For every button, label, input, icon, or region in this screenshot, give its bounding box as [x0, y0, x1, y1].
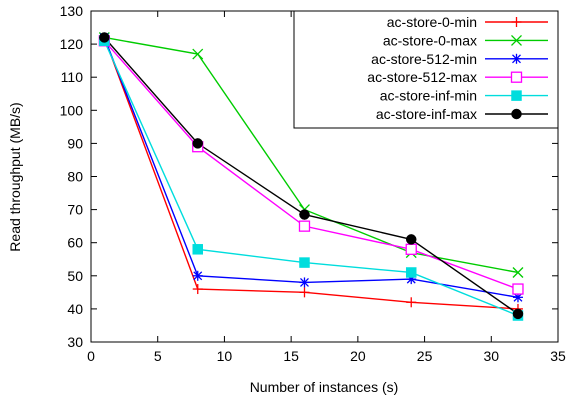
legend-label: ac-store-512-max	[367, 69, 477, 85]
legend-label: ac-store-0-min	[387, 14, 477, 30]
y-tick-label: 110	[61, 69, 84, 85]
y-tick-label: 130	[60, 3, 84, 19]
data-point-ac-store-inf-max	[512, 308, 524, 320]
x-tick-label: 30	[483, 348, 499, 364]
data-point-ac-store-0-min	[192, 284, 203, 295]
legend-marker	[511, 34, 522, 46]
y-tick-label: 100	[60, 102, 84, 118]
x-tick-label: 5	[154, 348, 162, 364]
y-tick-label: 120	[60, 36, 84, 52]
data-point-ac-store-inf-max	[99, 32, 110, 43]
legend-marker	[511, 90, 522, 101]
legend-entry: ac-store-inf-max	[376, 106, 548, 122]
x-tick-label: 20	[350, 348, 366, 364]
x-tick-label: 10	[217, 348, 233, 364]
data-point-ac-store-inf-min	[299, 257, 310, 268]
data-point-ac-store-inf-min	[405, 267, 417, 278]
data-point-ac-store-0-min	[406, 297, 417, 308]
axis-ticks: 0 5 10 15 20 25 30 35 30 40 50 60 70 80 90 100 110 120 130	[60, 3, 566, 364]
data-point-ac-store-inf-min	[192, 244, 203, 255]
y-tick-label: 60	[67, 235, 83, 251]
y-tick-label: 80	[67, 169, 83, 185]
legend-entry: ac-store-512-min	[371, 51, 548, 67]
y-axis-title: Read throughput (MB/s)	[7, 102, 23, 251]
legend-entry: ac-store-512-max	[367, 69, 548, 85]
data-point-ac-store-0-max	[512, 267, 524, 278]
y-tick-label: 40	[67, 301, 83, 317]
legend-marker	[511, 17, 522, 27]
legend-label: ac-store-inf-min	[380, 88, 477, 104]
data-point-ac-store-512-max	[298, 220, 311, 232]
y-tick-label: 90	[67, 135, 83, 151]
y-tick-label: 70	[67, 202, 83, 218]
data-point-ac-store-512-max	[512, 283, 524, 295]
data-point-ac-store-512-min	[192, 270, 203, 281]
x-tick-label: 0	[87, 348, 95, 364]
legend-label: ac-store-inf-max	[376, 106, 477, 122]
legend-marker	[511, 108, 522, 120]
legend-entry: ac-store-inf-min	[380, 88, 548, 104]
data-point-ac-store-inf-max	[192, 138, 203, 149]
legend: ac-store-0-min ac-store-0-max ac-store-512…	[293, 10, 559, 129]
data-point-ac-store-inf-max	[405, 234, 417, 245]
legend-entry: ac-store-0-min	[387, 14, 548, 30]
y-tick-label: 50	[67, 268, 83, 284]
data-point-ac-store-0-min	[299, 287, 310, 298]
series-markers	[98, 32, 524, 321]
legend-box	[293, 10, 559, 129]
legend-marker	[510, 71, 523, 83]
data-point-ac-store-512-min	[299, 277, 310, 288]
y-tick-label: 30	[67, 334, 83, 350]
data-point-ac-store-0-max	[192, 48, 204, 60]
x-tick-label: 15	[283, 348, 299, 364]
data-point-ac-store-512-max	[405, 243, 417, 255]
x-tick-label: 35	[550, 348, 566, 364]
legend-label: ac-store-512-min	[371, 51, 477, 67]
x-axis-title: Number of instances (s)	[250, 379, 399, 395]
legend-entry: ac-store-0-max	[383, 32, 548, 48]
x-tick-label: 25	[417, 348, 433, 364]
legend-label: ac-store-0-max	[383, 32, 477, 48]
data-point-ac-store-inf-max	[299, 209, 310, 220]
legend-marker	[511, 53, 522, 64]
